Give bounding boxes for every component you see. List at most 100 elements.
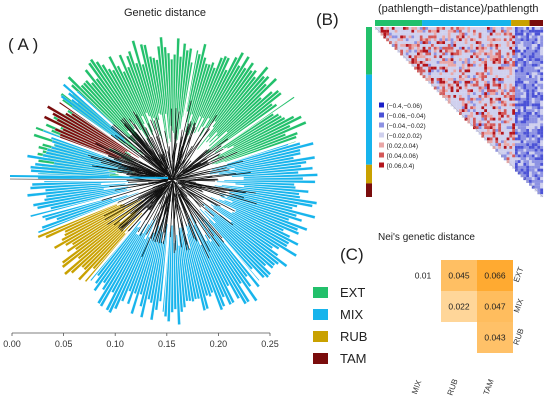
heatmap-cell	[515, 112, 518, 115]
heatmap-cell	[509, 126, 513, 130]
heatmap-cell	[534, 95, 538, 98]
tree-branch	[179, 169, 230, 180]
tree-leaf-wedge	[120, 236, 150, 302]
heatmap-cell	[534, 29, 538, 33]
tree-leaf-wedge	[193, 57, 231, 134]
heatmap-cell	[537, 188, 541, 192]
heatmap-cell	[473, 83, 476, 87]
heatmap-cell	[515, 134, 518, 138]
tree-leaf-wedge	[167, 225, 173, 322]
heatmap-cell	[411, 35, 415, 39]
heatmap-cell	[495, 95, 499, 98]
heatmap-cell	[498, 106, 502, 110]
heatmap-cell	[408, 38, 412, 42]
heatmap-cell	[467, 61, 471, 64]
heatmap-cell	[464, 46, 468, 50]
tree-branch	[101, 180, 167, 201]
tree-leaf-wedge	[211, 141, 314, 171]
heatmap-cell	[433, 27, 437, 30]
tree-branch	[179, 197, 210, 259]
heatmap-cell	[526, 72, 530, 76]
heatmap-cell	[453, 83, 457, 87]
heatmap-cell	[501, 120, 504, 124]
heatmap-cell	[498, 63, 502, 67]
heatmap-cell	[512, 89, 516, 93]
heatmap-cell	[478, 97, 482, 101]
panel-b: (B) (pathlength−distance)/pathlength [−0…	[316, 3, 544, 198]
heatmap-cell	[453, 27, 457, 30]
heatmap-cell	[537, 44, 541, 47]
heatmap-cell	[523, 95, 527, 98]
heatmap-cell	[501, 78, 504, 81]
heatmap-cell	[473, 95, 476, 98]
heatmap-cell	[467, 46, 471, 50]
heatmap-cell	[520, 44, 524, 47]
heatmap-legend-label: [0.02,0.04)	[387, 143, 418, 150]
heatmap-cell	[436, 75, 440, 79]
heatmap-cell	[473, 86, 476, 90]
heatmap-cell	[515, 29, 518, 33]
heatmap-cell	[464, 97, 468, 101]
heatmap-cell	[498, 148, 502, 152]
heatmap-cell	[419, 27, 423, 30]
heatmap-cell	[515, 63, 518, 67]
heatmap-cell	[531, 126, 535, 130]
tree-leaf-wedge	[224, 199, 299, 232]
tree-branch	[172, 130, 178, 180]
heatmap-cell	[419, 32, 423, 36]
heatmap-cell	[470, 32, 474, 36]
panel-c-title: Nei's genetic distance	[378, 232, 475, 243]
heatmap-cell	[537, 131, 541, 135]
heatmap-cell	[445, 27, 448, 30]
heatmap-cell	[529, 109, 532, 113]
heatmap-cell	[506, 78, 510, 81]
heatmap-cell	[509, 66, 513, 70]
heatmap-cell	[523, 38, 527, 42]
heatmap-cell	[433, 41, 437, 45]
heatmap-cell	[473, 106, 476, 110]
tree-leaf-wedge	[219, 124, 291, 160]
heatmap-cell	[520, 120, 524, 124]
heatmap-cell	[523, 157, 527, 161]
heatmap-cell	[478, 27, 482, 30]
heatmap-cell	[534, 174, 538, 178]
heatmap-cell	[523, 29, 527, 33]
heatmap-cell	[445, 86, 448, 90]
heatmap-cell	[487, 55, 490, 59]
heatmap-cell	[487, 58, 490, 62]
heatmap-cell	[509, 151, 513, 155]
heatmap-cell	[523, 174, 527, 178]
heatmap-cell	[492, 44, 496, 47]
heatmap-cell	[425, 52, 429, 56]
heatmap-cell	[467, 29, 471, 33]
tree-branch	[117, 186, 163, 228]
heatmap-cell	[523, 112, 527, 115]
heatmap-cell	[408, 46, 412, 50]
heatmap-cell	[478, 114, 482, 118]
heatmap-cell	[433, 83, 437, 87]
heatmap-cell	[473, 78, 476, 81]
tree-leaf-wedge	[218, 199, 300, 236]
heatmap-cell	[506, 41, 510, 45]
heatmap-cell	[509, 72, 513, 76]
heatmap-cell	[447, 97, 451, 101]
heatmap-cell	[475, 69, 479, 73]
heatmap-cell	[442, 27, 446, 30]
heatmap-cell	[495, 92, 499, 96]
heatmap-cell	[478, 61, 482, 64]
heatmap-cell	[450, 35, 454, 39]
heatmap-cell	[492, 32, 496, 36]
tree-leaf-wedge	[234, 211, 299, 247]
heatmap-cell	[481, 38, 485, 42]
heatmap-cell	[459, 49, 462, 53]
heatmap-cell	[512, 61, 516, 64]
heatmap-cell	[506, 109, 510, 113]
heatmap-cell	[405, 29, 409, 33]
heatmap-cell	[422, 55, 426, 59]
heatmap-cell	[523, 114, 527, 118]
group-legend-label: MIX	[340, 307, 363, 322]
heatmap-cell	[512, 58, 516, 62]
heatmap-cell	[475, 109, 479, 113]
tree-leaf-wedge	[179, 227, 192, 302]
tree-leaf-wedge	[210, 196, 285, 232]
